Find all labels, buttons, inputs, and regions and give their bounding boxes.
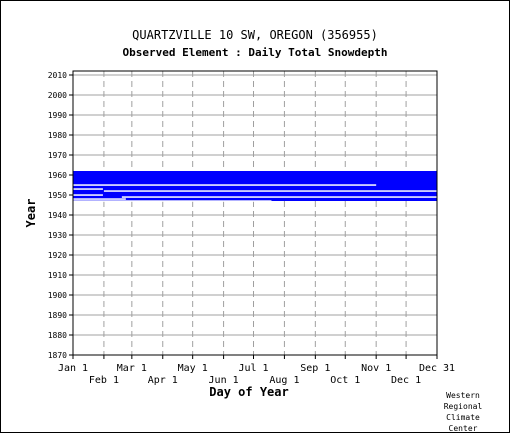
y-tick-label: 1890 [48,311,67,320]
y-tick-label: 1880 [48,331,67,340]
y-tick-label: 1900 [48,291,67,300]
data-gap [73,198,126,200]
y-tick-label: 1910 [48,271,67,280]
x-tick-label: Jul 1 [238,363,268,374]
y-tick-label: 2010 [48,71,67,80]
y-tick-label: 1970 [48,151,67,160]
x-tick-label: Nov 1 [361,363,391,374]
y-axis-label: Year [24,199,38,228]
credit-block: Western Regional Climate Center [433,390,493,434]
credit-line-3: Climate [446,413,480,422]
x-tick-label: Jan 1 [58,363,88,374]
y-tick-label: 1990 [48,111,67,120]
chart-title: QUARTZVILLE 10 SW, OREGON (356955) [132,28,378,42]
y-tick-label: 1950 [48,191,67,200]
credit-line-1: Western [446,391,480,400]
y-tick-label: 1940 [48,211,67,220]
y-tick-label: 1870 [48,351,67,360]
x-tick-label: Oct 1 [330,375,360,386]
x-axis-label: Day of Year [209,385,288,399]
data-gap [73,194,103,196]
y-tick-label: 1920 [48,251,67,260]
data-gap [121,196,437,198]
x-tick-label: Mar 1 [117,363,147,374]
data-gap [73,188,103,190]
x-tick-label: Feb 1 [89,375,119,386]
y-tick-label: 2000 [48,91,67,100]
x-tick-label: Apr 1 [148,375,178,386]
y-tick-label: 1930 [48,231,67,240]
plot-frame [72,70,438,356]
chart-subtitle: Observed Element : Daily Total Snowdepth [123,46,388,59]
y-tick-label: 1980 [48,131,67,140]
x-tick-label: Aug 1 [269,375,299,386]
x-tick-label: Sep 1 [300,363,330,374]
data-gap [103,190,437,192]
data-gap [73,200,272,202]
data-gap [73,184,377,186]
x-tick-label: Jun 1 [209,375,239,386]
x-tick-label: May 1 [178,363,208,374]
y-tick-label: 1960 [48,171,67,180]
credit-line-4: Center [448,424,478,433]
data-band [73,171,437,201]
x-tick-label: Dec 1 [391,375,421,386]
x-tick-label: Dec 31 [419,363,455,374]
credit-line-2: Regional [443,402,483,411]
